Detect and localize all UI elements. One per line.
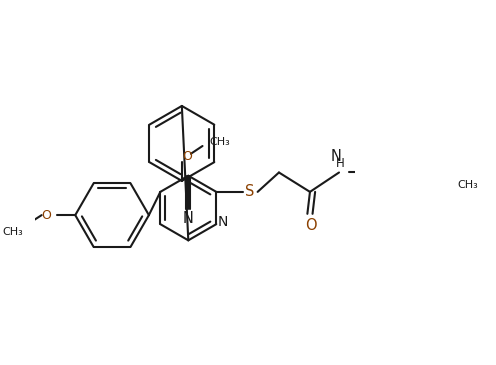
Text: CH₃: CH₃ — [209, 137, 230, 147]
Text: H: H — [336, 157, 345, 170]
Text: O: O — [41, 209, 51, 222]
Text: O: O — [182, 150, 192, 163]
Text: N: N — [218, 215, 228, 229]
Text: S: S — [245, 184, 254, 199]
Text: CH₃: CH₃ — [3, 227, 24, 237]
Text: CH₃: CH₃ — [457, 180, 478, 190]
Text: N: N — [330, 150, 341, 165]
Text: O: O — [306, 218, 317, 233]
Text: N: N — [183, 211, 194, 226]
